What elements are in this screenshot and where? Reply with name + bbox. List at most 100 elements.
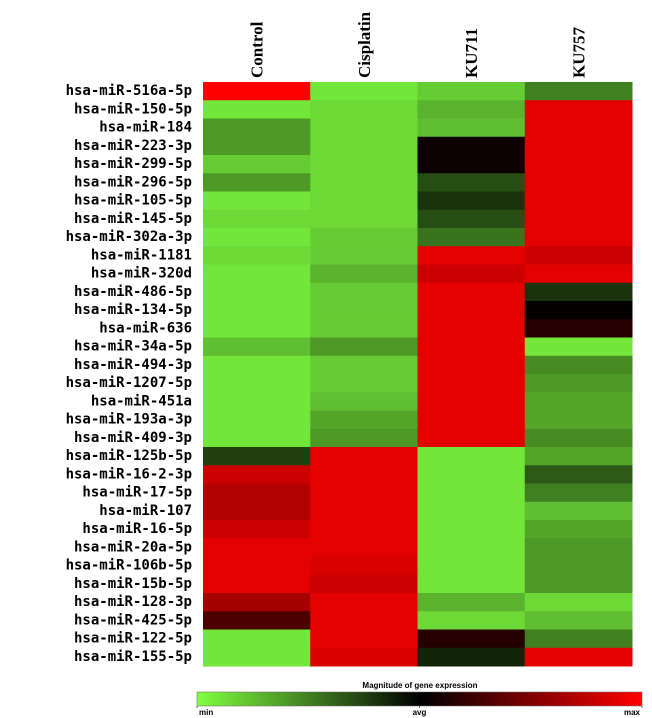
row-label: hsa-miR-636 (99, 320, 192, 336)
row-label: hsa-miR-105-5p (74, 193, 192, 209)
heatmap-cell (524, 337, 633, 357)
heatmap-cell (203, 483, 311, 503)
heatmap-cell (524, 228, 633, 247)
colorbar (196, 691, 643, 707)
heatmap-cell (310, 574, 418, 594)
row-label: hsa-miR-134-5p (74, 302, 192, 318)
heatmap-cell (524, 301, 633, 320)
heatmap-cell (417, 647, 526, 667)
heatmap-cell (310, 392, 418, 411)
heatmap-cell (310, 611, 418, 630)
row-label: hsa-miR-34a-5p (74, 339, 192, 355)
heatmap-cell (524, 465, 633, 484)
heatmap-cell (417, 483, 526, 503)
heatmap-cell (310, 593, 418, 612)
heatmap-cell (310, 520, 418, 539)
row-label: hsa-miR-184 (99, 120, 192, 136)
heatmap-cell (417, 410, 526, 430)
heatmap-cell (524, 209, 633, 229)
heatmap-cell (310, 136, 418, 156)
heatmap-cell (310, 374, 418, 393)
row-label: hsa-miR-107 (99, 503, 192, 519)
heatmap-cell (203, 410, 311, 430)
row-label: hsa-miR-16-5p (82, 521, 192, 537)
heatmap-cell (310, 191, 418, 211)
heatmap-cell (417, 173, 526, 192)
row-label: hsa-miR-302a-3p (66, 229, 192, 245)
heatmap-cell (524, 374, 633, 393)
heatmap-cell (417, 501, 526, 521)
heatmap-cell (524, 264, 633, 284)
heatmap-cell (310, 282, 418, 302)
heatmap-cell (524, 191, 633, 211)
heatmap-cell (203, 520, 311, 539)
row-label: hsa-miR-106b-5p (66, 558, 192, 574)
heatmap-cell (203, 264, 311, 284)
heatmap-cell (417, 374, 526, 393)
row-label: hsa-miR-425-5p (74, 612, 192, 628)
heatmap-cell (310, 246, 418, 265)
row-label: hsa-miR-155-5p (74, 649, 192, 665)
row-label: hsa-miR-20a-5p (74, 539, 192, 555)
heatmap-cell (203, 392, 311, 411)
heatmap-cell (524, 538, 633, 557)
row-label: hsa-miR-516a-5p (66, 83, 192, 99)
heatmap-cell (310, 465, 418, 484)
heatmap-cell (417, 228, 526, 247)
heatmap-cell (203, 191, 311, 211)
heatmap-cell (203, 447, 311, 466)
heatmap-cell (524, 483, 633, 503)
heatmap-cell (417, 556, 526, 576)
heatmap-cell (310, 337, 418, 357)
heatmap-cell (417, 428, 526, 448)
row-label: hsa-miR-299-5p (74, 156, 192, 172)
heatmap-cell (417, 392, 526, 411)
heatmap-cell (417, 629, 526, 649)
heatmap-cell (417, 209, 526, 229)
heatmap-cell (310, 118, 418, 138)
heatmap-cell (417, 319, 526, 338)
heatmap-cell (310, 301, 418, 320)
heatmap-cell (310, 428, 418, 448)
row-label: hsa-miR-494-3p (74, 357, 192, 373)
heatmap-cell (417, 447, 526, 466)
heatmap-cell (524, 520, 633, 539)
heatmap-cell (203, 209, 311, 229)
heatmap-cell (203, 374, 311, 393)
colorbar-tick-label: min (199, 708, 213, 717)
heatmap-cell (417, 282, 526, 302)
heatmap-cell (310, 100, 418, 119)
heatmap-cell (524, 392, 633, 411)
heatmap-cell (203, 82, 311, 101)
heatmap-cell (524, 136, 633, 156)
column-label: Control (248, 21, 267, 78)
row-label: hsa-miR-125b-5p (66, 448, 192, 464)
heatmap-cell (310, 209, 418, 229)
heatmap-cell (203, 629, 311, 649)
row-label: hsa-miR-122-5p (74, 631, 192, 647)
heatmap-cell (524, 118, 633, 138)
heatmap-cell (203, 465, 311, 484)
heatmap-cell (310, 228, 418, 247)
heatmap-cell (417, 465, 526, 484)
heatmap-cell (203, 282, 311, 302)
heatmap-cell (524, 100, 633, 119)
heatmap-cell (524, 629, 633, 649)
heatmap-cell (310, 501, 418, 521)
heatmap-cell (203, 337, 311, 357)
heatmap-cell (417, 191, 526, 211)
heatmap-cell (417, 337, 526, 357)
row-label: hsa-miR-15b-5p (74, 576, 192, 592)
row-label: hsa-miR-296-5p (74, 174, 192, 190)
heatmap-cell (524, 556, 633, 576)
row-label: hsa-miR-223-3p (74, 138, 192, 154)
heatmap-cell (203, 173, 311, 192)
heatmap-cell (524, 82, 633, 101)
heatmap-cell (203, 611, 311, 630)
heatmap-cell (524, 647, 633, 667)
heatmap-cell (524, 355, 633, 375)
heatmap-cell (417, 355, 526, 375)
heatmap-cell (203, 538, 311, 557)
heatmap-cell (203, 136, 311, 156)
column-label: Cisplatin (355, 11, 374, 78)
